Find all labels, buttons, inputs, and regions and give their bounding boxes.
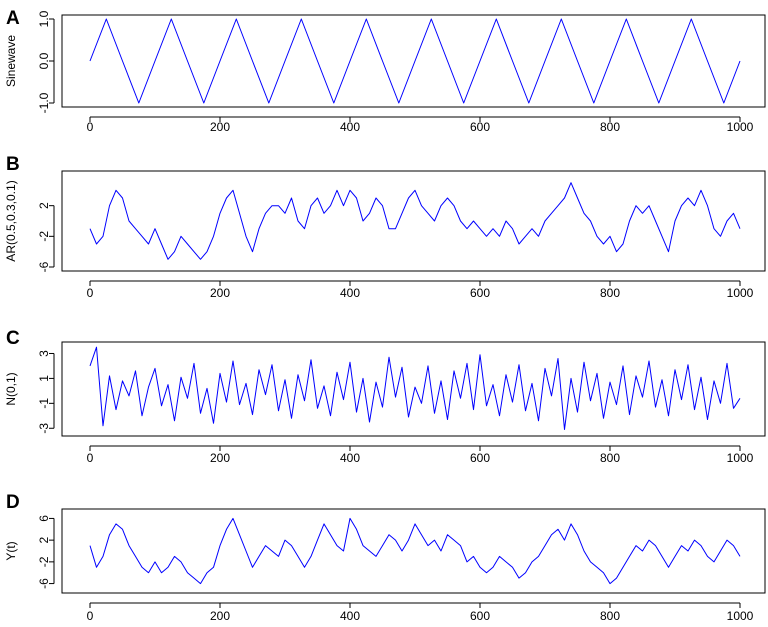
panel-c-letter: C <box>6 328 20 349</box>
panel-a-x-tick-label: 0 <box>87 120 94 134</box>
panel-b-x-tick-label: 1000 <box>727 286 754 300</box>
panel-d-series-line <box>89 517 741 585</box>
panel-b-x-tick-label: 200 <box>210 286 230 300</box>
panel-a-letter: A <box>6 8 20 29</box>
panel-c-y-axis-label: N(0,1) <box>4 372 18 405</box>
panel-c-x-tick-label: 600 <box>470 451 490 465</box>
panel-d-y-axis-label: Y(t) <box>4 541 18 560</box>
panel-c-frame <box>61 341 766 437</box>
panel-c-y-tick-label: 1 <box>37 375 51 382</box>
panel-d-y-tick-label: -2 <box>37 556 51 567</box>
panel-c-series-line <box>89 346 741 430</box>
panel-b-series-line <box>89 182 741 260</box>
panel-a-x-tick-label: 600 <box>470 120 490 134</box>
panel-d-letter: D <box>6 492 20 513</box>
panel-d-x-tick-label: 600 <box>470 609 490 623</box>
panel-a-x-tick-label: 1000 <box>727 120 754 134</box>
panel-c-y-tick-label: -3 <box>37 423 51 434</box>
panel-b-x-tick-label: 600 <box>470 286 490 300</box>
panel-b-frame <box>61 170 766 272</box>
panel-d-frame <box>61 508 766 594</box>
panel-b-letter: B <box>6 154 20 175</box>
panel-c-y-tick-label: 3 <box>37 350 51 357</box>
panel-c-y-tick-label: -1 <box>37 398 51 409</box>
panel-b-y-axis-label: AR(0.5,0.3,0.1) <box>4 180 18 261</box>
panel-a-frame <box>61 14 766 108</box>
panel-d-x-tick-label: 800 <box>600 609 620 623</box>
panel-b-x-tick-label: 800 <box>600 286 620 300</box>
panel-c-x-tick-label: 400 <box>340 451 360 465</box>
panel-c-x-tick-label: 800 <box>600 451 620 465</box>
panel-d-x-tick-label: 1000 <box>727 609 754 623</box>
panel-c-x-tick-label: 1000 <box>727 451 754 465</box>
panel-d-x-tick-label: 0 <box>87 609 94 623</box>
panel-c-x-tick-label: 200 <box>210 451 230 465</box>
panel-b-x-tick-label: 400 <box>340 286 360 300</box>
panel-a-y-axis-label: Sinewave <box>4 35 18 87</box>
panel-d-y-tick-label: -6 <box>37 578 51 589</box>
panel-b-y-tick-label: 2 <box>37 202 51 209</box>
panel-a-y-tick-label: -1.0 <box>37 92 51 113</box>
panel-a-series-line <box>89 18 741 104</box>
panel-d-y-tick-label: 2 <box>37 536 51 543</box>
panel-a-x-tick-label: 200 <box>210 120 230 134</box>
panel-a-y-tick-label: 1.0 <box>37 10 51 27</box>
panel-d-x-tick-label: 200 <box>210 609 230 623</box>
panel-a-x-tick-label: 400 <box>340 120 360 134</box>
panel-d-x-tick-label: 400 <box>340 609 360 623</box>
panel-a-x-tick-label: 800 <box>600 120 620 134</box>
panel-d-y-tick-label: 6 <box>37 515 51 522</box>
panel-b-y-tick-label: -2 <box>37 231 51 242</box>
panel-b-x-tick-label: 0 <box>87 286 94 300</box>
panel-c-x-tick-label: 0 <box>87 451 94 465</box>
panel-a-y-tick-label: 0.0 <box>37 52 51 69</box>
panel-b-y-tick-label: -6 <box>37 261 51 272</box>
